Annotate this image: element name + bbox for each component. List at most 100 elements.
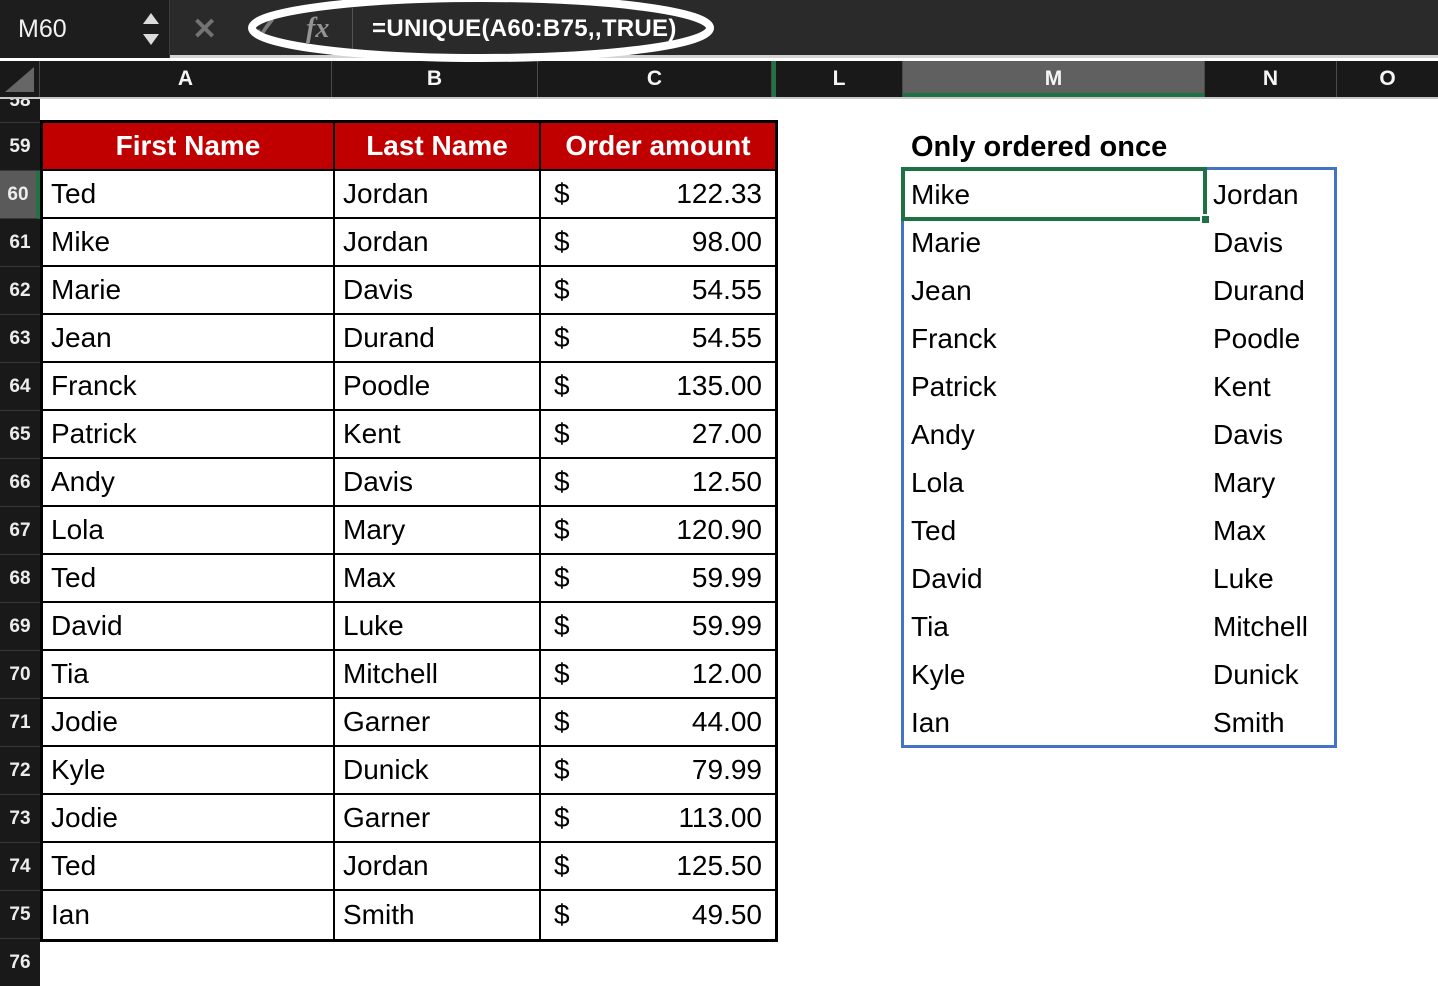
spill-last-name[interactable]: Luke	[1213, 563, 1274, 594]
cell-order-amount[interactable]: $ 120.90	[541, 507, 775, 553]
cell-order-amount[interactable]: $ 113.00	[541, 795, 775, 841]
cell-order-amount[interactable]: $ 12.00	[541, 651, 775, 697]
row-header[interactable]: 67	[0, 507, 40, 555]
column-header-m[interactable]: M	[903, 61, 1205, 97]
cell-order-amount[interactable]: $ 135.00	[541, 363, 775, 409]
cell-last-name[interactable]: Kent	[335, 411, 541, 457]
spill-first-name[interactable]: Kyle	[911, 659, 966, 690]
cell-first-name[interactable]: Franck	[43, 363, 335, 409]
cell-last-name[interactable]: Garner	[335, 699, 541, 745]
spill-last-name[interactable]: Poodle	[1213, 323, 1301, 354]
confirm-icon[interactable]: ✓	[252, 11, 279, 47]
cell-order-amount[interactable]: $ 59.99	[541, 603, 775, 649]
name-box[interactable]: M60	[0, 0, 170, 58]
cell-first-name[interactable]: Marie	[43, 267, 335, 313]
spill-first-name[interactable]: Jean	[911, 275, 972, 306]
spill-last-name[interactable]: Max	[1213, 515, 1266, 546]
cell-order-amount[interactable]: $ 122.33	[541, 171, 775, 217]
row-header[interactable]: 65	[0, 411, 40, 459]
cell-first-name[interactable]: Ted	[43, 843, 335, 889]
select-all-button[interactable]	[0, 61, 40, 97]
cell-first-name[interactable]: Tia	[43, 651, 335, 697]
row-header[interactable]: 71	[0, 699, 40, 747]
cell-first-name[interactable]: Lola	[43, 507, 335, 553]
insert-function-icon[interactable]: fx	[306, 13, 330, 44]
row-header[interactable]: 61	[0, 219, 40, 267]
cell-last-name[interactable]: Jordan	[335, 843, 541, 889]
row-header[interactable]: 70	[0, 651, 40, 699]
spill-first-name[interactable]: Andy	[911, 419, 975, 450]
cell-order-amount[interactable]: $ 27.00	[541, 411, 775, 457]
cell-last-name[interactable]: Smith	[335, 891, 541, 939]
cell-first-name[interactable]: Kyle	[43, 747, 335, 793]
cell-last-name[interactable]: Durand	[335, 315, 541, 361]
cell-first-name[interactable]: Ian	[43, 891, 335, 939]
column-header-o[interactable]: O	[1337, 61, 1438, 97]
cell-first-name[interactable]: David	[43, 603, 335, 649]
spill-last-name[interactable]: Mitchell	[1213, 611, 1308, 642]
row-header[interactable]: 63	[0, 315, 40, 363]
spinner-down-icon[interactable]	[143, 34, 159, 45]
row-header[interactable]: 58	[0, 99, 40, 123]
spill-first-name[interactable]: Mike	[911, 179, 971, 210]
row-header[interactable]: 69	[0, 603, 40, 651]
spill-last-name[interactable]: Durand	[1213, 275, 1305, 306]
row-header[interactable]: 62	[0, 267, 40, 315]
spill-last-name[interactable]: Mary	[1213, 467, 1276, 498]
cell-last-name[interactable]: Garner	[335, 795, 541, 841]
column-header-b[interactable]: B	[332, 61, 538, 97]
cell-order-amount[interactable]: $ 44.00	[541, 699, 775, 745]
row-header[interactable]: 64	[0, 363, 40, 411]
cell-first-name[interactable]: Mike	[43, 219, 335, 265]
cancel-icon[interactable]: ✕	[192, 12, 218, 46]
spill-first-name[interactable]: David	[911, 563, 983, 594]
row-header[interactable]: 75	[0, 891, 40, 939]
name-box-spinner[interactable]	[143, 0, 159, 58]
cell-last-name[interactable]: Jordan	[335, 219, 541, 265]
column-header-c[interactable]: C	[538, 61, 772, 97]
row-header[interactable]: 74	[0, 843, 40, 891]
header-last-name[interactable]: Last Name	[335, 123, 541, 169]
spill-last-name[interactable]: Kent	[1213, 371, 1271, 402]
cell-last-name[interactable]: Mary	[335, 507, 541, 553]
spill-last-name[interactable]: Jordan	[1213, 179, 1299, 210]
cell-last-name[interactable]: Dunick	[335, 747, 541, 793]
spill-first-name[interactable]: Ted	[911, 515, 957, 546]
spill-first-name[interactable]: Lola	[911, 467, 964, 498]
fill-handle[interactable]	[1200, 214, 1211, 225]
cell-last-name[interactable]: Mitchell	[335, 651, 541, 697]
row-header[interactable]: 72	[0, 747, 40, 795]
cell-first-name[interactable]: Jodie	[43, 699, 335, 745]
spinner-up-icon[interactable]	[143, 13, 159, 24]
header-first-name[interactable]: First Name	[43, 123, 335, 169]
cell-order-amount[interactable]: $ 98.00	[541, 219, 775, 265]
row-header[interactable]: 60	[0, 171, 40, 219]
spill-first-name[interactable]: Tia	[911, 611, 949, 642]
cell-last-name[interactable]: Davis	[335, 459, 541, 505]
cell-last-name[interactable]: Jordan	[335, 171, 541, 217]
cell-first-name[interactable]: Patrick	[43, 411, 335, 457]
cell-first-name[interactable]: Jodie	[43, 795, 335, 841]
cell-order-amount[interactable]: $ 49.50	[541, 891, 775, 939]
row-header[interactable]: 73	[0, 795, 40, 843]
cell-last-name[interactable]: Luke	[335, 603, 541, 649]
cell-order-amount[interactable]: $ 125.50	[541, 843, 775, 889]
header-order-amount[interactable]: Order amount	[541, 123, 775, 169]
formula-input[interactable]: =UNIQUE(A60:B75,,TRUE)	[372, 15, 677, 42]
column-header-l[interactable]: L	[776, 61, 903, 97]
spill-title-cell[interactable]: Only ordered once	[911, 130, 1168, 163]
row-header[interactable]: 76	[9, 951, 31, 973]
spill-last-name[interactable]: Davis	[1213, 227, 1284, 258]
cell-order-amount[interactable]: $ 79.99	[541, 747, 775, 793]
column-header-a[interactable]: A	[40, 61, 332, 97]
spill-first-name[interactable]: Ian	[911, 707, 950, 738]
cell-last-name[interactable]: Max	[335, 555, 541, 601]
row-header[interactable]: 66	[0, 459, 40, 507]
spill-first-name[interactable]: Franck	[911, 323, 997, 354]
column-header-n[interactable]: N	[1205, 61, 1337, 97]
spill-last-name[interactable]: Smith	[1213, 707, 1285, 738]
cell-first-name[interactable]: Ted	[43, 555, 335, 601]
cell-order-amount[interactable]: $ 54.55	[541, 315, 775, 361]
spill-first-name[interactable]: Marie	[911, 227, 982, 258]
spill-last-name[interactable]: Dunick	[1213, 659, 1299, 690]
